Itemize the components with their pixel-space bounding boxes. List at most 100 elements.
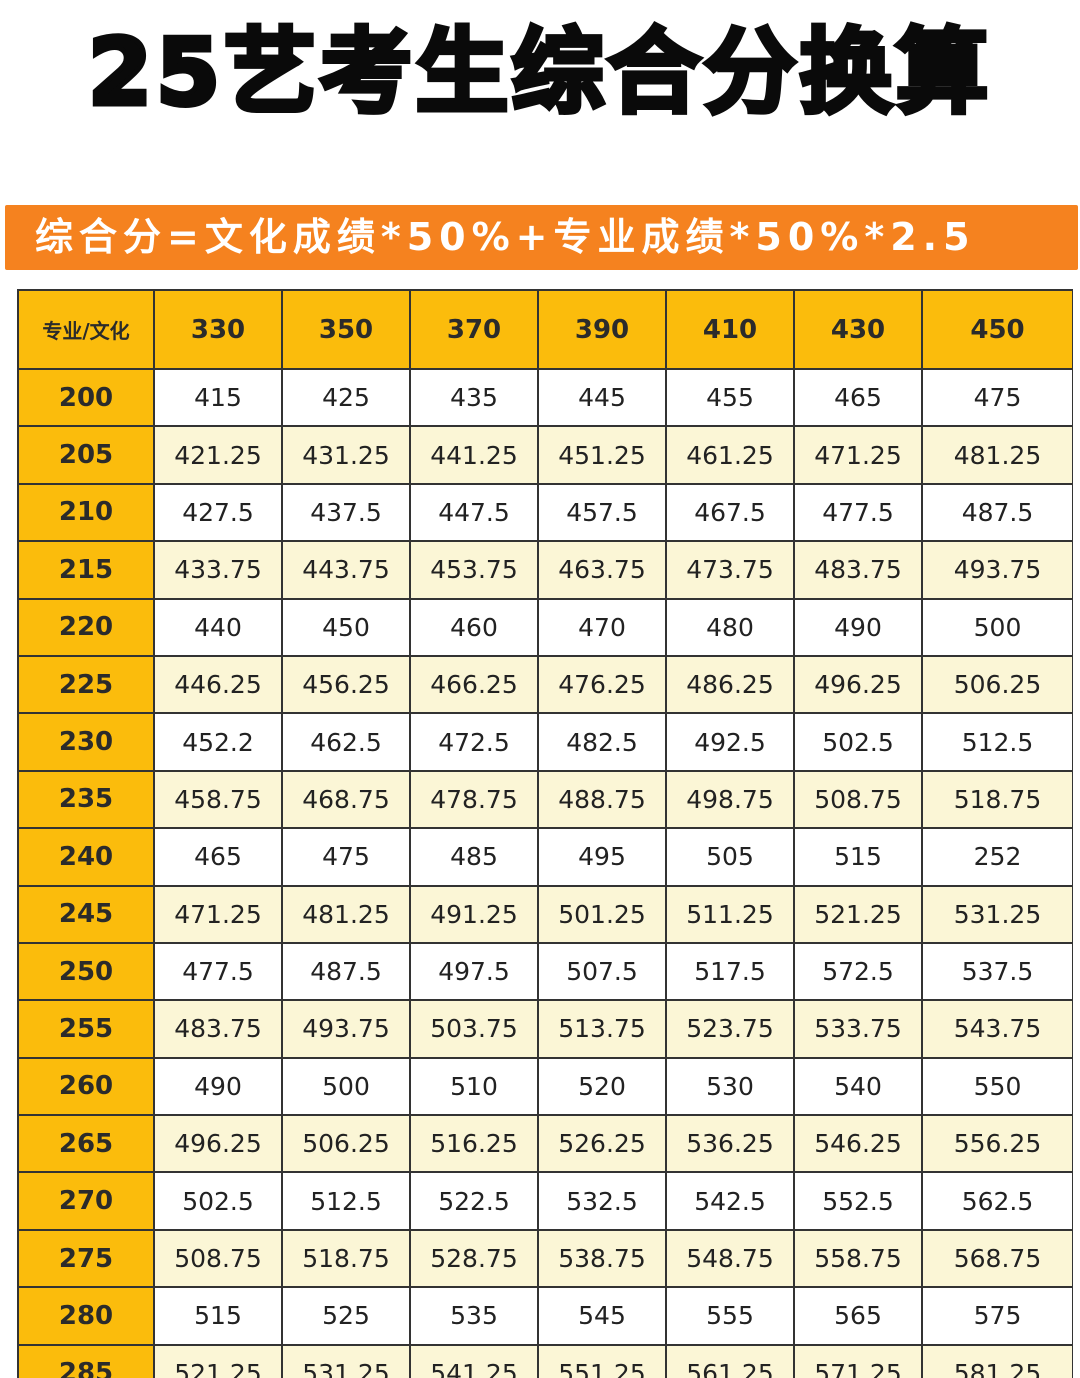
table-cell: 515 (794, 828, 923, 887)
table-cell: 561.25 (666, 1344, 795, 1378)
column-header: 390 (538, 291, 667, 370)
table-header-row: 专业/文化 330 350 370 390 410 430 450 (19, 291, 1073, 370)
table-cell: 492.5 (666, 713, 795, 772)
table-cell: 581.25 (922, 1344, 1073, 1378)
table-cell: 531.25 (922, 885, 1073, 944)
table-cell: 487.5 (922, 483, 1073, 543)
table-cell: 496.25 (794, 655, 923, 715)
table-cell: 508.75 (794, 770, 923, 830)
table-cell: 571.25 (794, 1344, 923, 1378)
table-row: 200 415 425 435 445 455 465 475 (19, 369, 1073, 428)
table-cell: 540 (794, 1057, 923, 1117)
row-header: 215 (19, 541, 155, 600)
table-cell: 496.25 (154, 1115, 283, 1174)
row-header: 255 (19, 1000, 155, 1059)
table-cell: 508.75 (154, 1229, 283, 1289)
table-cell: 502.5 (154, 1172, 283, 1231)
table-cell: 501.25 (538, 885, 667, 944)
column-header: 410 (666, 291, 795, 370)
corner-header: 专业/文化 (19, 291, 155, 370)
table-cell: 477.5 (154, 942, 283, 1002)
row-header: 285 (19, 1344, 155, 1378)
table-cell: 550 (922, 1057, 1073, 1117)
table-cell: 542.5 (666, 1172, 795, 1231)
table-cell: 461.25 (666, 426, 795, 485)
table-cell: 457.5 (538, 483, 667, 543)
table-cell: 545 (538, 1287, 667, 1346)
table-cell: 467.5 (666, 483, 795, 543)
table-cell: 490 (794, 598, 923, 657)
table-cell: 468.75 (282, 770, 411, 830)
table-cell: 421.25 (154, 426, 283, 485)
table-cell: 525 (282, 1287, 411, 1346)
row-header: 210 (19, 483, 155, 543)
column-header: 370 (410, 291, 539, 370)
row-header: 235 (19, 770, 155, 830)
column-header: 350 (282, 291, 411, 370)
table-cell: 531.25 (282, 1344, 411, 1378)
table-cell: 465 (154, 828, 283, 887)
table-cell: 475 (282, 828, 411, 887)
table-cell: 437.5 (282, 483, 411, 543)
table-cell: 530 (666, 1057, 795, 1117)
table-row: 220 440 450 460 470 480 490 500 (19, 598, 1073, 657)
table-cell: 506.25 (282, 1115, 411, 1174)
table-cell: 445 (538, 369, 667, 428)
table-cell: 521.25 (154, 1344, 283, 1378)
table-cell: 518.75 (922, 770, 1073, 830)
table-row: 240 465 475 485 495 505 515 252 (19, 828, 1073, 887)
table-cell: 446.25 (154, 655, 283, 715)
table-cell: 533.75 (794, 1000, 923, 1059)
table-cell: 543.75 (922, 1000, 1073, 1059)
column-header: 450 (922, 291, 1073, 370)
table-cell: 487.5 (282, 942, 411, 1002)
table-cell: 483.75 (794, 541, 923, 600)
row-header: 200 (19, 369, 155, 428)
column-header: 430 (794, 291, 923, 370)
table-cell: 481.25 (922, 426, 1073, 485)
table-cell: 452.2 (154, 713, 283, 772)
table-row: 250 477.5 487.5 497.5 507.5 517.5 572.5 537.5 (19, 942, 1073, 1002)
table-cell: 476.25 (538, 655, 667, 715)
table-row: 285 521.25 531.25 541.25 551.25 561.25 571.25 5… (19, 1344, 1073, 1378)
table-row: 215 433.75 443.75 453.75 463.75 473.75 483.75 4… (19, 541, 1073, 600)
table-cell: 498.75 (666, 770, 795, 830)
row-header: 280 (19, 1287, 155, 1346)
row-header: 230 (19, 713, 155, 772)
table-cell: 425 (282, 369, 411, 428)
table-cell: 520 (538, 1057, 667, 1117)
table-cell: 450 (282, 598, 411, 657)
table-cell: 512.5 (282, 1172, 411, 1231)
table-cell: 521.25 (794, 885, 923, 944)
table-cell: 465 (794, 369, 923, 428)
table-cell: 526.25 (538, 1115, 667, 1174)
table-cell: 506.25 (922, 655, 1073, 715)
table-cell: 480 (666, 598, 795, 657)
table-cell: 528.75 (410, 1229, 539, 1289)
table-cell: 447.5 (410, 483, 539, 543)
table-cell: 486.25 (666, 655, 795, 715)
table-cell: 537.5 (922, 942, 1073, 1002)
table-cell: 565 (794, 1287, 923, 1346)
table-cell: 532.5 (538, 1172, 667, 1231)
row-header: 220 (19, 598, 155, 657)
table-cell: 556.25 (922, 1115, 1073, 1174)
table-cell: 518.75 (282, 1229, 411, 1289)
table-cell: 477.5 (794, 483, 923, 543)
table-cell: 575 (922, 1287, 1073, 1346)
table-cell: 415 (154, 369, 283, 428)
row-header: 270 (19, 1172, 155, 1231)
conversion-table-container: 专业/文化 330 350 370 390 410 430 450 200 415 425 435… (17, 289, 1073, 1378)
table-cell: 431.25 (282, 426, 411, 485)
table-row: 255 483.75 493.75 503.75 513.75 523.75 533.75 5… (19, 1000, 1073, 1059)
table-row: 280 515 525 535 545 555 565 575 (19, 1287, 1073, 1346)
table-cell: 555 (666, 1287, 795, 1346)
table-cell: 505 (666, 828, 795, 887)
table-cell: 433.75 (154, 541, 283, 600)
table-cell: 485 (410, 828, 539, 887)
table-cell: 435 (410, 369, 539, 428)
table-cell: 473.75 (666, 541, 795, 600)
table-cell: 502.5 (794, 713, 923, 772)
row-header: 225 (19, 655, 155, 715)
row-header: 205 (19, 426, 155, 485)
